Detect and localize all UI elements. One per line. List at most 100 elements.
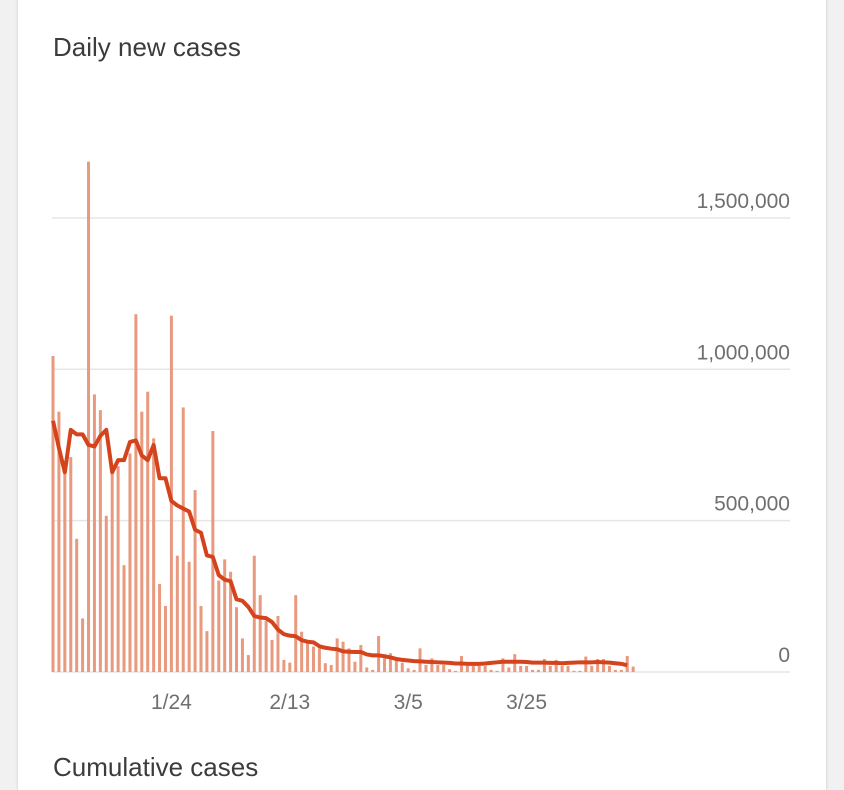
bar — [300, 631, 304, 672]
bar — [578, 670, 582, 672]
y-tick-label: 500,000 — [714, 493, 790, 516]
bar — [282, 659, 286, 672]
bar — [607, 665, 611, 672]
y-tick-label: 1,000,000 — [697, 341, 790, 364]
bar — [217, 580, 221, 672]
bar — [264, 620, 268, 672]
bar — [495, 670, 499, 672]
bar — [371, 669, 375, 672]
bar — [98, 410, 102, 672]
bar — [483, 665, 487, 672]
bar — [116, 466, 120, 672]
bar — [229, 571, 233, 672]
bar — [311, 646, 315, 672]
bar — [359, 645, 363, 672]
x-tick-label: 3/25 — [506, 691, 547, 714]
bar — [347, 648, 351, 672]
bar — [507, 667, 511, 672]
x-tick-label: 2/13 — [269, 691, 310, 714]
bar — [223, 559, 227, 672]
bar — [602, 658, 606, 672]
bar — [631, 666, 635, 672]
bar — [412, 669, 416, 672]
bar — [489, 669, 493, 672]
bar — [163, 606, 167, 672]
bar — [199, 606, 203, 672]
bar — [181, 407, 185, 672]
bar — [146, 391, 150, 672]
bar — [240, 638, 244, 672]
bar — [128, 453, 132, 672]
bar — [400, 662, 404, 672]
bar — [436, 665, 440, 672]
bar — [353, 661, 357, 672]
bar — [424, 665, 428, 672]
bar — [525, 665, 529, 672]
y-tick-label: 1,500,000 — [697, 190, 790, 213]
bar — [51, 355, 55, 672]
bar — [531, 669, 535, 672]
bar — [193, 490, 197, 672]
bar — [270, 639, 274, 672]
bar — [619, 669, 623, 672]
bar — [329, 665, 333, 672]
card-title: Daily new cases — [53, 32, 241, 62]
bar — [572, 670, 576, 672]
bar — [323, 663, 327, 672]
bar — [465, 665, 469, 672]
bar — [187, 561, 191, 672]
bar — [335, 638, 339, 672]
bar — [613, 669, 617, 672]
bar — [81, 618, 85, 672]
bar — [341, 641, 345, 672]
bar — [442, 665, 446, 672]
bar — [87, 161, 91, 672]
bar — [383, 658, 387, 672]
bar — [104, 515, 108, 672]
bar — [536, 669, 540, 672]
bar — [406, 668, 410, 672]
bar — [317, 648, 321, 672]
bar — [258, 595, 262, 672]
bar — [596, 658, 600, 672]
bar — [63, 472, 67, 672]
bar — [430, 658, 434, 672]
bar — [276, 616, 280, 672]
bar — [110, 466, 114, 672]
bar — [590, 665, 594, 672]
bar — [92, 394, 96, 672]
bar — [448, 669, 452, 672]
bar — [477, 665, 481, 672]
bar — [158, 583, 162, 672]
bar — [560, 665, 564, 672]
bar — [122, 565, 126, 672]
bar — [235, 607, 239, 672]
bar — [152, 438, 156, 672]
bar — [566, 665, 570, 672]
bar — [388, 653, 392, 672]
bar — [294, 595, 298, 672]
bar — [205, 631, 209, 672]
bar — [211, 431, 215, 672]
bar — [175, 555, 179, 672]
y-tick-label: 0 — [778, 644, 790, 667]
bar — [246, 655, 250, 672]
bar — [501, 658, 505, 672]
bar — [75, 538, 79, 672]
x-tick-label: 1/24 — [151, 691, 192, 714]
bar — [519, 665, 523, 672]
daily-cases-chart: 0 500,000 1,000,000 1,500,000 1/24 2/13 3/5 3/2… — [51, 161, 790, 714]
bar — [365, 667, 369, 672]
bar — [306, 641, 310, 672]
bar — [134, 314, 138, 672]
bar — [454, 670, 458, 672]
bar — [288, 662, 292, 672]
bar — [471, 665, 475, 672]
average-line — [51, 420, 628, 668]
bar — [394, 659, 398, 672]
bar — [69, 457, 73, 672]
bar — [548, 665, 552, 672]
bar — [542, 658, 546, 672]
bar — [57, 411, 61, 672]
x-tick-label: 3/5 — [394, 691, 423, 714]
